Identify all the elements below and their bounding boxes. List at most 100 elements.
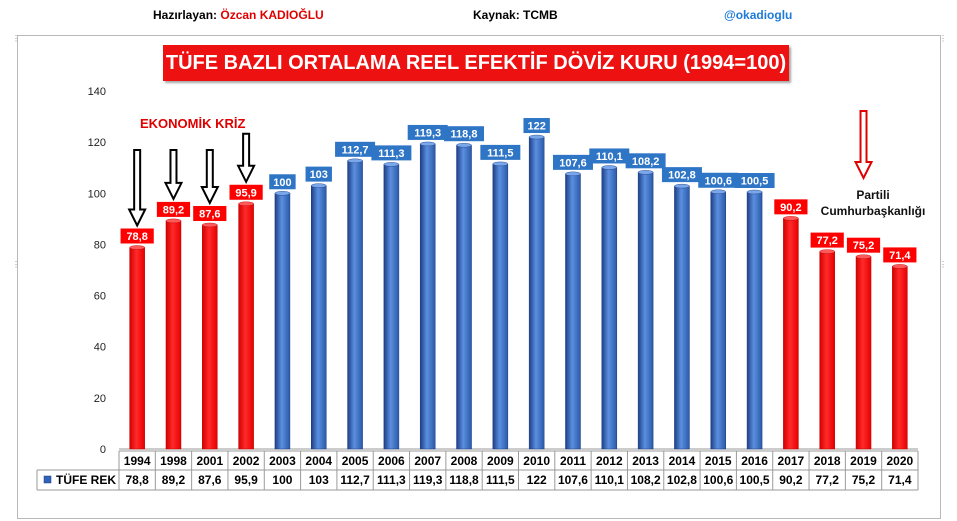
y-tick-label: 100 bbox=[88, 188, 106, 200]
y-tick-label: 60 bbox=[94, 291, 106, 303]
bar-cap-2011 bbox=[565, 171, 581, 177]
data-label-2003: 100 bbox=[273, 177, 291, 189]
data-label-1998: 89,2 bbox=[163, 204, 184, 216]
data-label-2014: 102,8 bbox=[668, 170, 696, 182]
data-label-box-1998 bbox=[156, 201, 191, 217]
x-tick-label: 2012 bbox=[596, 454, 623, 468]
bar-cap-1998 bbox=[165, 218, 182, 224]
data-label-2012: 110,1 bbox=[596, 151, 623, 163]
bar-cap-2019 bbox=[855, 254, 872, 259]
data-label-2017: 90,2 bbox=[780, 202, 801, 214]
data-label-box-2019 bbox=[846, 237, 881, 253]
data-label-box-2013 bbox=[625, 153, 666, 169]
data-label-2019: 75,2 bbox=[853, 240, 874, 252]
source-label: Kaynak: TCMB bbox=[473, 8, 558, 22]
table-value-cell: 111,5 bbox=[486, 473, 515, 487]
partisan-annotation-line2: Cumhurbaşkanlığı bbox=[820, 204, 926, 218]
x-tick-label: 2002 bbox=[233, 454, 260, 468]
table-value-cell: 111,3 bbox=[377, 473, 406, 487]
x-tick-label: 2013 bbox=[632, 454, 659, 468]
bar-cap-2005 bbox=[347, 158, 363, 164]
bar-cap-2001 bbox=[202, 222, 218, 228]
bar-2004 bbox=[311, 185, 327, 450]
bar-1994 bbox=[129, 247, 145, 450]
data-label-2009: 111,5 bbox=[487, 147, 513, 159]
table-value-cell: 100,5 bbox=[740, 473, 770, 487]
table-value-cell: 102,8 bbox=[667, 473, 697, 487]
table-value-cell: 122 bbox=[527, 473, 547, 487]
bar-1998 bbox=[165, 220, 182, 450]
table-value-cell: 89,2 bbox=[162, 473, 186, 487]
data-label-box-2015 bbox=[698, 172, 739, 188]
data-label-box-2016 bbox=[734, 173, 775, 189]
bar-2020 bbox=[892, 266, 908, 450]
data-label-2018: 77,2 bbox=[816, 235, 837, 247]
bar-cap-2016 bbox=[746, 189, 763, 195]
table-value-cell: 100,6 bbox=[703, 473, 733, 487]
bar-2006 bbox=[383, 164, 400, 450]
bar-cap-2017 bbox=[783, 216, 799, 221]
bar-cap-2004 bbox=[311, 183, 327, 188]
crisis-annotation: EKONOMİK KRİZ bbox=[140, 116, 246, 131]
bar-cap-2002 bbox=[238, 201, 254, 206]
data-label-box-2011 bbox=[552, 154, 593, 170]
crisis-arrow-2002 bbox=[236, 132, 256, 185]
bar-cap-2008 bbox=[456, 143, 472, 148]
resize-handle-top-left[interactable]: ⋮ bbox=[12, 34, 20, 43]
bar-cap-2013 bbox=[637, 170, 654, 175]
table-value-cell: 119,3 bbox=[413, 473, 443, 487]
x-tick-label: 2010 bbox=[523, 454, 550, 468]
crisis-arrow-2001 bbox=[200, 149, 220, 206]
data-label-2007: 119,3 bbox=[414, 127, 441, 139]
bar-2007 bbox=[419, 143, 436, 450]
table-value-cell: 118,8 bbox=[449, 473, 479, 487]
data-label-box-2008 bbox=[444, 126, 485, 142]
bar-cap-2014 bbox=[674, 183, 690, 189]
bar-2017 bbox=[783, 218, 799, 450]
data-label-2008: 118,8 bbox=[451, 129, 478, 141]
bar-cap-2009 bbox=[492, 161, 509, 167]
table-value-cell: 112,7 bbox=[340, 473, 370, 487]
y-tick-label: 120 bbox=[88, 137, 106, 149]
bar-cap-2006 bbox=[383, 162, 400, 167]
data-label-box-2004 bbox=[305, 166, 332, 182]
table-value-cell: 103 bbox=[309, 473, 329, 487]
x-tick-label: 2006 bbox=[378, 454, 405, 468]
prepared-by-name: Özcan KADIOĞLU bbox=[220, 8, 324, 22]
table-value-cell: 87,6 bbox=[198, 473, 222, 487]
x-tick-label: 2007 bbox=[414, 454, 441, 468]
x-tick-label: 2001 bbox=[196, 454, 223, 468]
table-value-cell: 110,1 bbox=[595, 473, 625, 487]
table-value-cell: 107,6 bbox=[558, 473, 588, 487]
resize-handle-left[interactable]: ⋮ bbox=[12, 260, 20, 269]
table-value-cell: 78,8 bbox=[125, 473, 149, 487]
data-label-box-2014 bbox=[661, 167, 702, 183]
bar-2002 bbox=[238, 203, 254, 450]
x-tick-label: 1994 bbox=[124, 454, 151, 468]
bar-cap-2018 bbox=[819, 249, 835, 254]
data-label-box-2009 bbox=[480, 144, 521, 160]
x-tick-label: 1998 bbox=[160, 454, 187, 468]
bar-2003 bbox=[274, 193, 291, 450]
data-label-2005: 112,7 bbox=[342, 144, 369, 156]
partisan-annotation-line1: Partili bbox=[856, 188, 890, 202]
bar-cap-2012 bbox=[601, 165, 617, 170]
resize-handle-top-right[interactable]: ⋮ bbox=[939, 34, 947, 43]
data-label-2015: 100,6 bbox=[704, 175, 732, 187]
chart-title: TÜFE BAZLI ORTALAMA REEL EFEKTİF DÖVİZ K… bbox=[163, 45, 789, 81]
bar-cap-2020 bbox=[892, 264, 908, 269]
y-tick-label: 40 bbox=[94, 342, 106, 354]
bar-2016 bbox=[746, 191, 763, 450]
bar-cap-2015 bbox=[710, 189, 726, 194]
table-value-cell: 71,4 bbox=[888, 473, 912, 487]
bar-2012 bbox=[601, 167, 618, 450]
x-tick-label: 2019 bbox=[850, 454, 877, 468]
y-tick-label: 0 bbox=[100, 444, 106, 456]
data-label-2010: 122 bbox=[527, 121, 545, 133]
x-tick-label: 2015 bbox=[705, 454, 732, 468]
bar-2013 bbox=[637, 172, 654, 450]
resize-handle-right[interactable]: ⋮ bbox=[939, 260, 947, 269]
bar-2015 bbox=[710, 191, 726, 450]
y-tick-label: 140 bbox=[88, 86, 106, 98]
x-tick-label: 2005 bbox=[342, 454, 369, 468]
